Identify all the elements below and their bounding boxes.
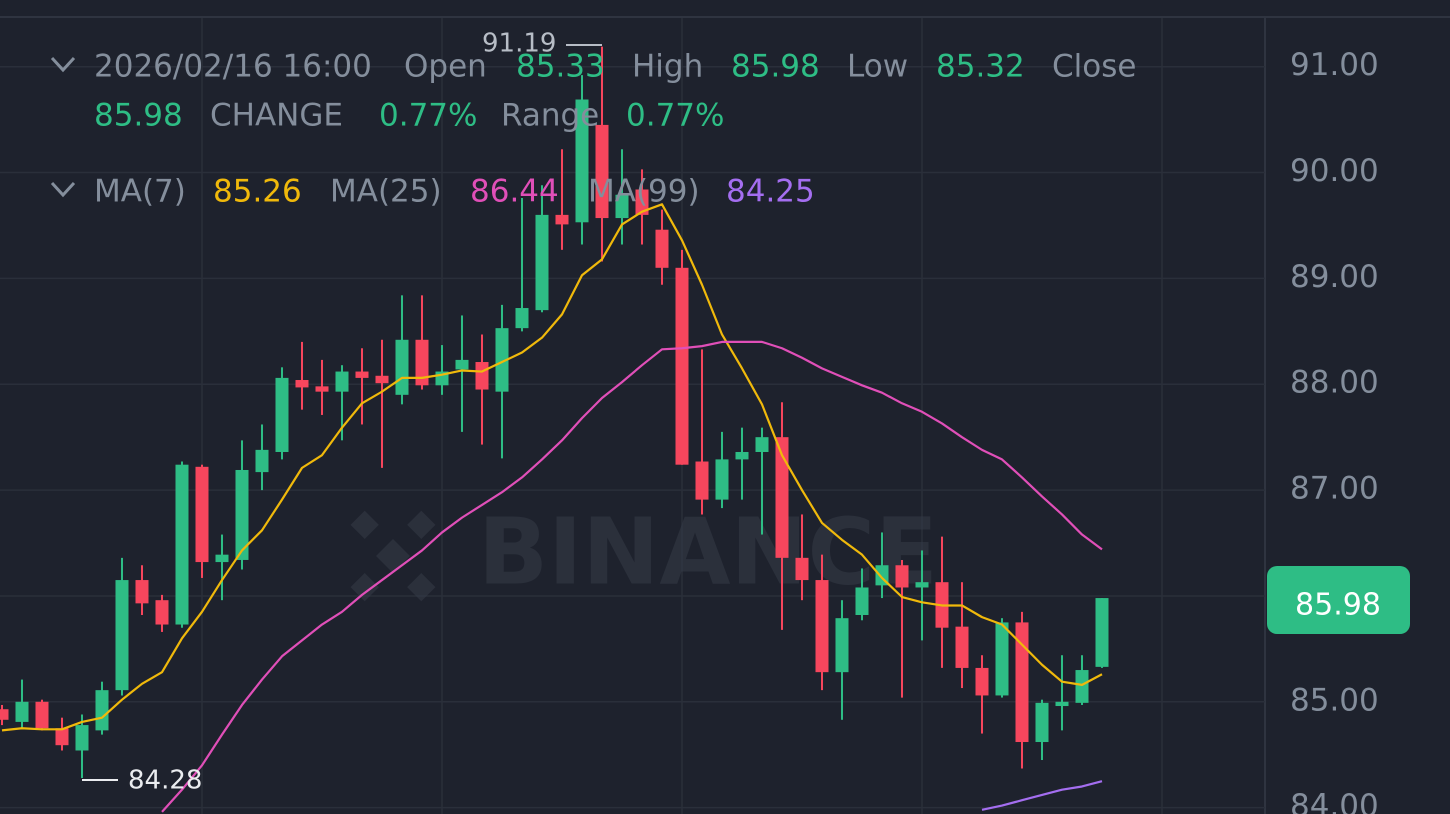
y-tick-label: 88.00 [1290,365,1379,401]
candle-body [535,214,549,311]
y-tick-label: 87.00 [1290,471,1379,507]
change-label: CHANGE [210,98,343,134]
candle-body [895,565,909,588]
candle-body [835,618,849,673]
price-tag: 85.98 [1267,566,1410,634]
y-tick-label: 89.00 [1290,259,1379,295]
candle-body [235,469,249,560]
ma-value: 84.25 [726,174,815,210]
candle-body [135,580,149,604]
y-tick-label: 84.00 [1290,788,1379,814]
candle-body [1015,622,1029,743]
candle-body [855,587,869,615]
y-tick-label: 90.00 [1290,153,1379,189]
candle-body [55,728,69,746]
candle-body [515,308,529,329]
candle-body [455,359,469,370]
candle-body [255,449,269,473]
price-tag-box [1267,566,1410,634]
candle-body [555,214,569,225]
plot [0,46,1109,813]
candle-body [795,557,809,581]
ma-line [1,203,1103,732]
candle-body [955,626,969,668]
candle-body [375,375,389,384]
candle-body [75,725,89,751]
open-label: Open [404,49,487,85]
collapse-icon[interactable] [50,56,76,73]
close-label: Close [1052,49,1136,85]
ma-label: MA(7) [94,174,186,210]
candle-body [775,437,789,558]
candle-body [615,194,629,219]
candle-body [315,386,329,392]
watermark-text: BINANCE [478,498,938,605]
collapse-icon[interactable] [50,181,76,198]
candle-body [295,380,309,388]
change-value: 0.77% [379,98,477,134]
candle-body [655,229,669,268]
candle-body [335,371,349,392]
ma-line [981,780,1103,811]
grid [0,65,1265,809]
candle-body [215,554,229,563]
candle-body [1055,701,1069,707]
range-value: 0.77% [626,98,724,134]
candle-body [595,124,609,219]
candle-body [575,99,589,223]
low-value: 85.32 [936,49,1025,85]
ma-value: 86.44 [470,174,559,210]
candle-body [0,709,9,720]
candle-body [915,582,929,588]
candle-body [95,690,109,731]
candle-body [35,701,49,729]
max-label: 91.19 [482,29,556,59]
min-label: 84.28 [128,766,202,796]
candle-body [735,451,749,460]
candle-body [415,339,429,386]
close-value: 85.98 [94,98,183,134]
range-label: Range [501,98,599,134]
candle-body [275,377,289,452]
price-tag-value: 85.98 [1295,588,1381,623]
ma-label: MA(25) [330,174,442,210]
candle-body [1095,598,1109,667]
candle-body [715,459,729,500]
high-label: High [632,49,703,85]
candle-body [635,189,649,215]
candle-body [815,580,829,673]
time: 2026/02/16 16:00 [94,49,372,85]
candle-body [15,701,29,722]
candle-body [475,362,489,390]
candle-body [395,339,409,395]
header: 2026/02/16 16:00 Open 85.33 High 85.98 L… [50,49,1136,210]
candle-body [695,461,709,500]
candle-body [155,600,169,625]
candle-body [495,328,509,392]
candle-body [195,466,209,563]
ma-line [161,340,1103,813]
y-tick-label: 91.00 [1290,47,1379,83]
open-value: 85.33 [516,49,605,85]
candle-body [755,437,769,452]
candle-body [975,667,989,696]
candle-body [675,267,689,465]
candle-body [175,464,189,625]
high-value: 85.98 [731,49,820,85]
y-tick-label: 85.00 [1290,682,1379,718]
ma-label: MA(99) [588,174,700,210]
candle-body [115,580,129,691]
ma-value: 85.26 [213,174,302,210]
candle-body [1075,670,1089,703]
candle-body [995,622,1009,696]
candle-body [1035,702,1049,743]
extreme-labels: 91.19 84.28 [82,29,602,796]
low-label: Low [847,49,908,85]
candle-body [355,371,369,378]
